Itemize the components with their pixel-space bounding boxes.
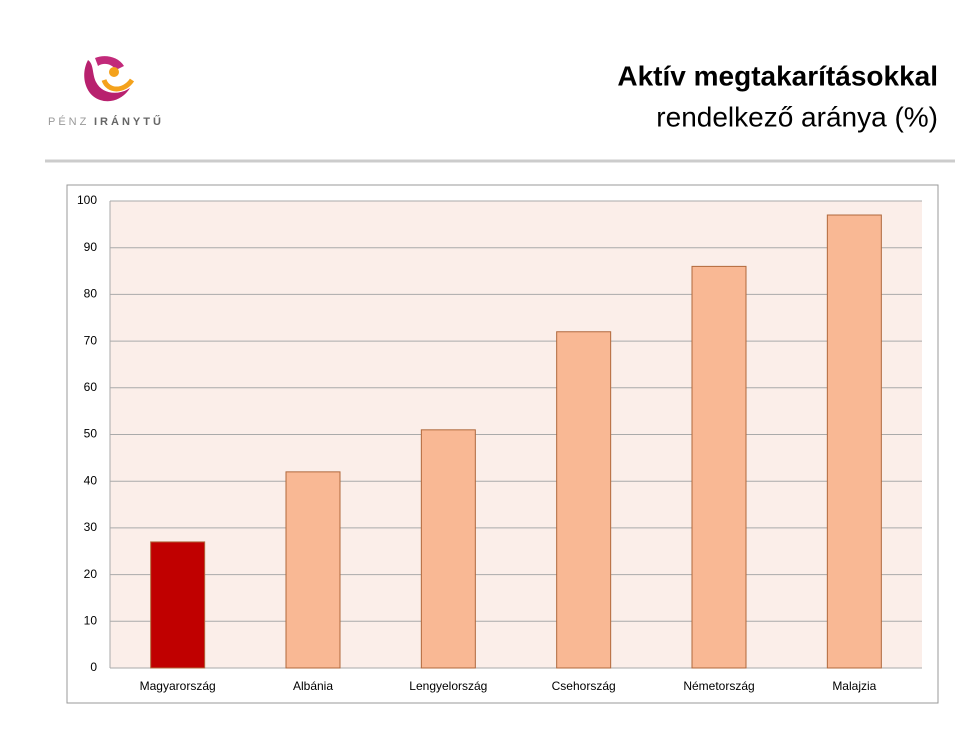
y-tick-label: 100	[77, 193, 97, 207]
y-tick-label: 90	[84, 240, 98, 254]
bar	[420, 429, 476, 669]
logo-text: IRÁNYTŰ	[94, 115, 164, 128]
logo-text: PÉNZ	[48, 115, 89, 128]
bar	[150, 541, 206, 669]
y-tick-label: 10	[84, 613, 98, 627]
bar	[285, 471, 341, 669]
x-tick-label: Csehország	[552, 679, 616, 693]
x-tick-label: Albánia	[293, 679, 333, 693]
y-tick-label: 30	[84, 520, 98, 534]
y-tick-label: 70	[84, 333, 98, 347]
chart-title: Aktív megtakarításokkal	[617, 60, 938, 91]
bar	[691, 265, 747, 669]
x-tick-label: Lengyelország	[409, 679, 487, 693]
y-tick-label: 60	[84, 380, 98, 394]
y-tick-label: 50	[84, 427, 98, 441]
y-tick-label: 20	[84, 567, 98, 581]
bar	[826, 214, 882, 669]
x-tick-label: Magyarország	[140, 679, 216, 693]
y-tick-label: 80	[84, 287, 98, 301]
bar	[556, 331, 612, 669]
y-tick-label: 40	[84, 473, 98, 487]
x-tick-label: Malajzia	[832, 679, 876, 693]
x-tick-label: Németország	[683, 679, 754, 693]
y-tick-label: 0	[90, 660, 97, 674]
logo-icon	[84, 56, 135, 102]
chart-title: rendelkező aránya (%)	[656, 101, 938, 132]
